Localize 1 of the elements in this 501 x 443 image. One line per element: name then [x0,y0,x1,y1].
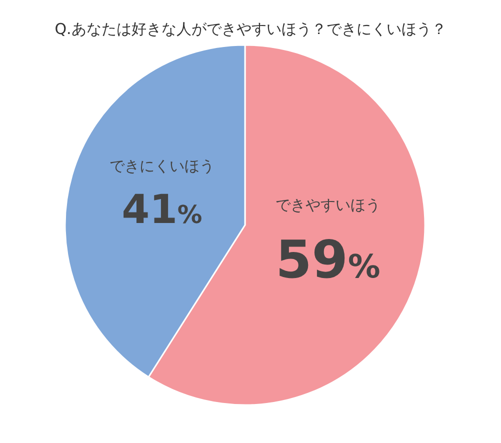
title: Q.あなたは好きな人ができやすいほう？できにくいほう？ [54,20,446,38]
